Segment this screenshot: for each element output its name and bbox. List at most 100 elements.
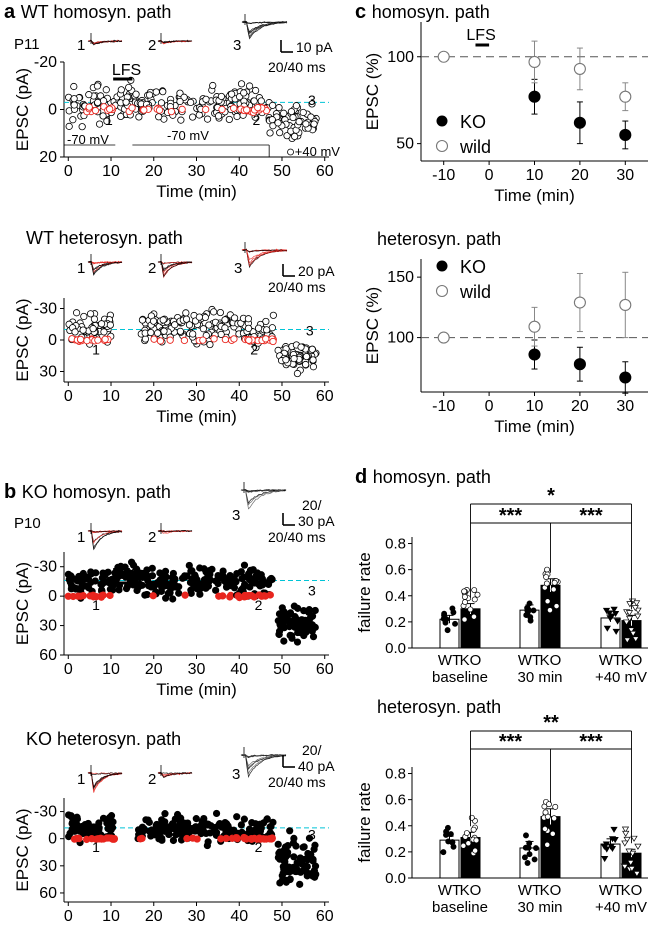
data-point bbox=[127, 558, 136, 566]
data-point bbox=[122, 98, 130, 106]
individual-point bbox=[550, 586, 557, 593]
individual-point bbox=[627, 627, 635, 634]
data-point bbox=[147, 328, 155, 337]
scalebar-label: 20/ bbox=[302, 497, 322, 513]
data-point bbox=[306, 619, 314, 628]
x-tick-label: 20 bbox=[145, 163, 163, 180]
failure-point bbox=[250, 834, 259, 842]
individual-point bbox=[544, 841, 551, 848]
data-point bbox=[117, 112, 125, 121]
trace-label: 3 bbox=[234, 260, 242, 277]
panel-title-text: homosyn. path bbox=[373, 467, 491, 487]
x-tick-label: 0 bbox=[64, 163, 73, 180]
bar-category-label: KO bbox=[621, 652, 643, 669]
x-tick-label: 40 bbox=[230, 388, 248, 405]
data-point bbox=[85, 91, 93, 99]
y-tick-label: -30 bbox=[34, 804, 57, 821]
x-tick-label: 20 bbox=[145, 388, 163, 405]
data-point bbox=[187, 589, 195, 597]
chart-a2: 0 10 20 30 40 50 60 -30 0 30 Time (min) EPSC (pA) 1 2… bbox=[13, 298, 334, 426]
data-point bbox=[169, 595, 177, 603]
failure-point bbox=[217, 835, 225, 843]
data-point bbox=[152, 88, 160, 96]
legend-ko-marker bbox=[436, 115, 448, 127]
individual-point bbox=[471, 587, 478, 594]
failure-point bbox=[75, 834, 83, 843]
individual-point bbox=[634, 613, 642, 620]
panel-title-text: heterosyn. path bbox=[377, 229, 501, 249]
panel-title-text: WT homosyn. path bbox=[21, 2, 172, 22]
bar-category-label: WT bbox=[438, 652, 461, 669]
x-tick-label: 40 bbox=[230, 661, 248, 678]
y-tick-label: 100 bbox=[387, 330, 414, 347]
data-point bbox=[159, 88, 167, 96]
trace-number-label: 3 bbox=[308, 92, 316, 108]
data-point bbox=[238, 574, 246, 583]
data-point bbox=[78, 822, 86, 831]
individual-point bbox=[610, 826, 618, 833]
individual-point bbox=[450, 843, 457, 850]
sweep-trace bbox=[87, 261, 123, 276]
sweep-inset-a1-1 bbox=[87, 33, 123, 46]
individual-point bbox=[544, 598, 551, 605]
data-point bbox=[291, 132, 299, 141]
data-point bbox=[175, 589, 183, 597]
data-point bbox=[302, 120, 310, 128]
trace-number-label: 1 bbox=[105, 112, 113, 128]
individual-point bbox=[606, 615, 614, 622]
x-tick-label: 60 bbox=[316, 163, 334, 180]
scalebar-label: 10 pA bbox=[296, 39, 333, 55]
individual-point bbox=[622, 830, 630, 837]
trace-label: 3 bbox=[233, 37, 241, 54]
failure-point bbox=[109, 835, 117, 843]
group-label: baseline bbox=[432, 669, 488, 686]
data-point bbox=[78, 123, 86, 131]
individual-point bbox=[544, 566, 550, 573]
x-tick-label: 0 bbox=[64, 661, 73, 678]
panel-letter: a bbox=[4, 1, 21, 23]
x-tick-label: 30 bbox=[188, 908, 206, 925]
y-tick-label: 0.2 bbox=[385, 614, 406, 631]
data-point bbox=[307, 113, 315, 121]
sweep-trace bbox=[241, 249, 288, 261]
individual-point bbox=[461, 616, 468, 623]
failure-point bbox=[262, 335, 270, 343]
individual-point bbox=[531, 856, 538, 863]
sweep-trace bbox=[87, 529, 123, 533]
significance-label: *** bbox=[579, 731, 603, 753]
individual-point bbox=[623, 836, 631, 843]
bar-category-label: KO bbox=[621, 882, 643, 899]
data-point bbox=[287, 107, 296, 116]
individual-point bbox=[543, 574, 550, 580]
individual-point bbox=[603, 625, 611, 632]
data-point bbox=[221, 316, 229, 324]
ko-bar bbox=[460, 608, 481, 649]
individual-point bbox=[543, 580, 550, 587]
failure-point bbox=[106, 105, 114, 113]
x-tick-label: 20 bbox=[571, 167, 589, 184]
trace-label: 2 bbox=[148, 260, 156, 277]
individual-point bbox=[473, 837, 480, 844]
sweep-inset-b1-3 bbox=[240, 482, 287, 510]
individual-point bbox=[471, 613, 477, 620]
data-point bbox=[281, 858, 289, 866]
data-point bbox=[269, 818, 277, 826]
individual-point bbox=[605, 610, 614, 617]
data-point bbox=[99, 112, 107, 120]
data-point bbox=[106, 321, 114, 329]
data-point bbox=[245, 82, 254, 90]
data-point bbox=[159, 316, 167, 324]
data-point bbox=[286, 609, 295, 617]
panel-letter: c bbox=[355, 1, 372, 23]
data-point bbox=[91, 577, 99, 585]
individual-point bbox=[632, 636, 640, 643]
x-tick-label: 40 bbox=[230, 908, 248, 925]
failure-point bbox=[92, 835, 100, 843]
individual-point bbox=[612, 628, 620, 635]
data-point bbox=[232, 578, 240, 586]
data-point bbox=[228, 90, 236, 98]
failure-point bbox=[218, 105, 226, 114]
data-point bbox=[286, 875, 294, 883]
scalebar-b2 bbox=[282, 755, 295, 768]
data-point bbox=[250, 97, 258, 105]
